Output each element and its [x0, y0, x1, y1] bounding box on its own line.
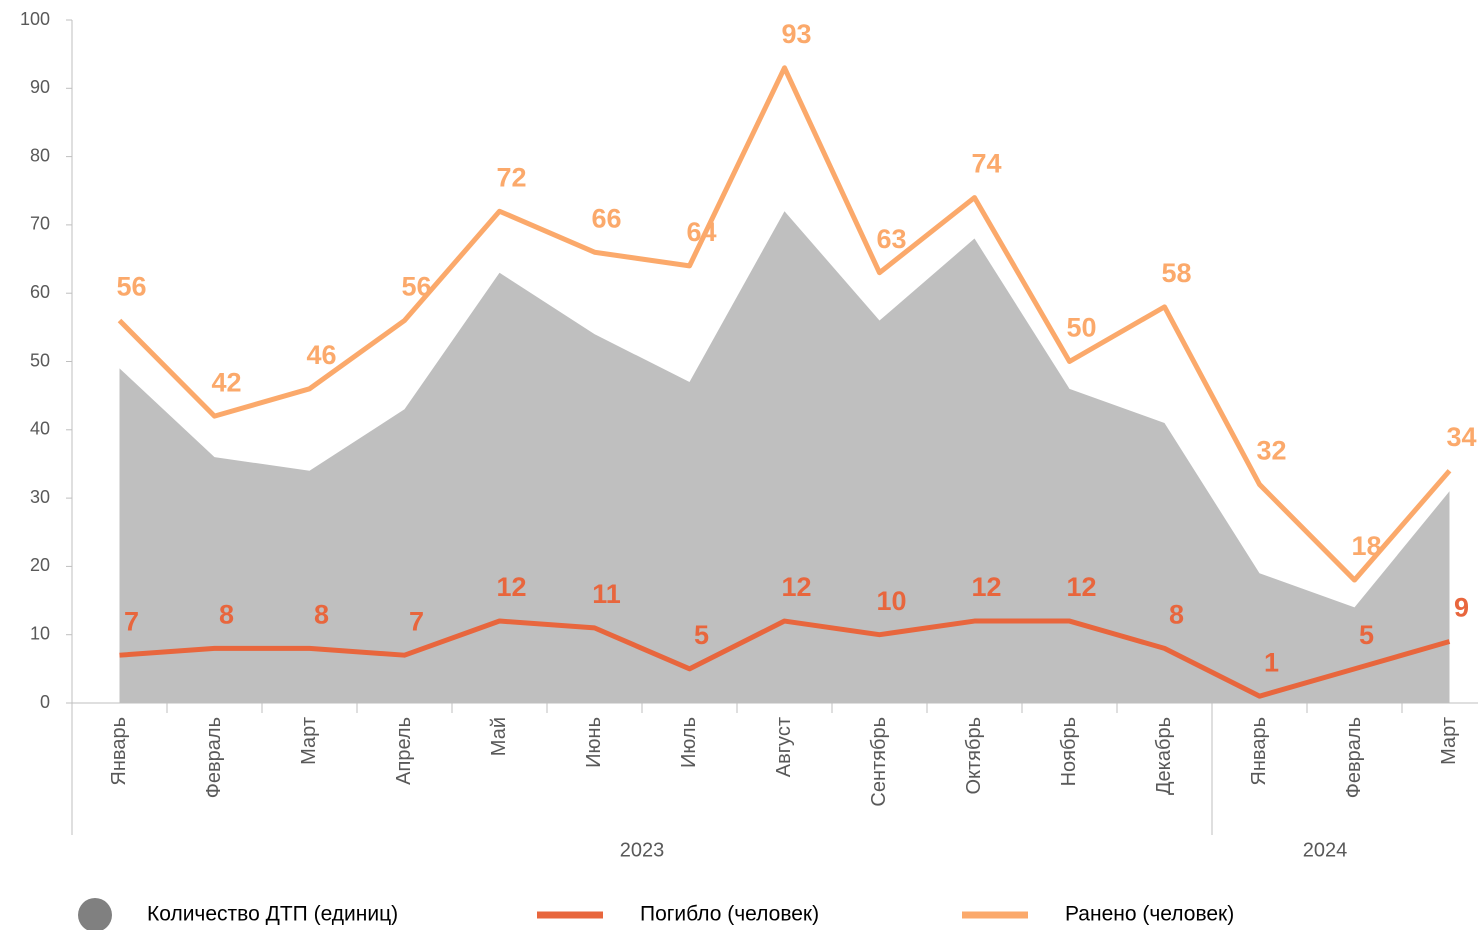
data-label: 12 [781, 572, 811, 602]
line [117, 65, 1452, 583]
x-tick-label: Февраль [1343, 717, 1365, 798]
y-tick-label: 40 [30, 419, 50, 439]
x-tick-label: Март [1438, 717, 1460, 765]
y-tick-label: 90 [30, 77, 50, 97]
x-tick-label: Декабрь [1153, 717, 1175, 795]
data-label: 9 [1454, 593, 1469, 623]
data-label: 1 [1264, 647, 1279, 677]
data-label: 7 [409, 606, 424, 636]
data-label: 8 [314, 599, 329, 629]
data-label: 34 [1446, 422, 1476, 452]
x-tick-label: Октябрь [963, 717, 985, 795]
area [119, 211, 1450, 704]
data-label: 8 [219, 599, 234, 629]
data-label: 66 [591, 203, 621, 233]
data-label: 64 [686, 217, 716, 247]
data-label: 63 [876, 224, 906, 254]
legend-label: Количество ДТП (единиц) [147, 903, 398, 926]
data-label: 42 [211, 367, 241, 397]
legend-label: Погибло (человек) [640, 903, 819, 926]
data-label: 5 [1359, 620, 1374, 650]
x-tick-label: Июнь [583, 717, 605, 768]
data-label: 12 [496, 572, 526, 602]
x-tick-label: Сентябрь [868, 717, 890, 807]
x-tick-label: Август [773, 717, 795, 777]
data-label: 46 [306, 340, 336, 370]
x-tick-label: Январь [1248, 717, 1270, 786]
x-tick-label: Июль [678, 717, 700, 768]
legend-label: Ранено (человек) [1065, 903, 1234, 926]
y-tick-label: 20 [30, 555, 50, 575]
x-tick-label: Март [298, 717, 320, 765]
x-tick-label: Февраль [203, 717, 225, 798]
data-label: 10 [876, 586, 906, 616]
legend-swatch [78, 898, 112, 932]
data-label: 72 [496, 162, 526, 192]
data-label: 56 [401, 272, 431, 302]
group-label: 2024 [1303, 839, 1348, 861]
data-label: 18 [1351, 531, 1381, 561]
data-label: 32 [1256, 436, 1286, 466]
data-label: 58 [1161, 258, 1191, 288]
x-tick-label: Ноябрь [1058, 717, 1080, 786]
data-label: 11 [592, 579, 621, 609]
y-tick-label: 0 [40, 692, 50, 712]
data-label: 8 [1169, 599, 1184, 629]
y-tick-label: 70 [30, 214, 50, 234]
data-label: 12 [1066, 572, 1096, 602]
data-label: 56 [116, 272, 146, 302]
y-tick-label: 50 [30, 350, 50, 370]
data-label: 5 [694, 620, 709, 650]
x-tick-label: Май [488, 717, 510, 756]
y-tick-label: 80 [30, 145, 50, 165]
x-tick-label: Январь [108, 717, 130, 786]
y-tick-label: 30 [30, 487, 50, 507]
line [119, 618, 1451, 699]
data-label: 74 [971, 149, 1001, 179]
y-tick-label: 10 [30, 623, 50, 643]
x-tick-label: Апрель [393, 717, 415, 785]
data-label: 7 [124, 606, 139, 636]
data-label: 93 [781, 19, 811, 49]
y-tick-label: 60 [30, 282, 50, 302]
data-label: 12 [971, 572, 1001, 602]
group-label: 2023 [620, 839, 665, 861]
y-tick-label: 100 [20, 9, 50, 29]
data-label: 50 [1066, 313, 1096, 343]
